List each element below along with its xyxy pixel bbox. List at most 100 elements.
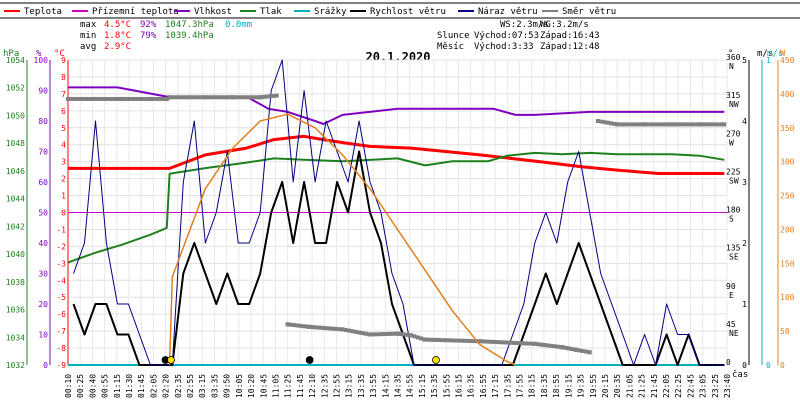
wind-direction-point	[170, 95, 175, 100]
wind-direction-point	[693, 122, 698, 127]
humidity-unit: %	[36, 49, 42, 59]
wind-direction-point	[374, 332, 379, 337]
wind-direction-point	[532, 341, 537, 346]
time-tick: 03:15	[198, 374, 207, 398]
wind-direction-point	[615, 122, 620, 127]
wind-direction-point	[381, 332, 386, 337]
wind-direction-point	[409, 333, 414, 338]
stat-min-label: min	[80, 31, 96, 41]
wind-direction-point	[253, 95, 258, 100]
time-tick: 18:55	[552, 374, 561, 398]
direction-tick: 45	[726, 320, 736, 329]
wind-direction-point	[347, 328, 352, 333]
wind-direction-point	[673, 122, 678, 127]
wind-direction-point	[659, 122, 664, 127]
wind-direction-point	[100, 96, 105, 101]
wind-direction-point	[645, 122, 650, 127]
wind-direction-point	[577, 348, 582, 353]
time-tick: 18:15	[528, 374, 537, 398]
wind-direction-point	[298, 323, 303, 328]
wind-direction-point	[371, 332, 376, 337]
time-unit: čas	[732, 369, 748, 380]
temp-tick: 5	[61, 124, 66, 133]
sunrise-time: Východ:07:53	[474, 31, 539, 41]
wind-direction-point	[560, 345, 565, 350]
time-tick: 23:40	[723, 374, 732, 398]
sunset-time: Západ:16:43	[540, 31, 600, 41]
wind-tick: 2	[742, 239, 747, 248]
time-tick: 00:40	[88, 374, 97, 398]
wind-direction-point	[402, 332, 407, 337]
wind-direction-point	[524, 341, 529, 346]
temp-tick: 6	[61, 107, 66, 116]
wind-direction-point	[103, 96, 108, 101]
wind-direction-point	[285, 322, 290, 327]
direction-label: SE	[729, 253, 739, 262]
wind-direction-point	[93, 96, 98, 101]
wind-direction-point	[618, 122, 623, 127]
stat-max-rain: 0.0mm	[225, 20, 252, 30]
temp-tick: -2	[56, 242, 66, 251]
wind-direction-point	[89, 96, 94, 101]
wind-direction-point	[387, 331, 392, 336]
pressure-tick: 1040	[6, 250, 25, 259]
pressure-tick: 1044	[6, 195, 25, 204]
humidity-tick: 100	[34, 56, 49, 65]
wind-direction-point	[268, 94, 273, 99]
wind-direction-point	[161, 96, 166, 101]
time-tick: 22:05	[662, 374, 671, 398]
wind-direction-point	[258, 95, 263, 100]
wind-direction-point	[120, 96, 125, 101]
wind-direction-point	[602, 120, 607, 125]
humidity-tick: 70	[38, 148, 48, 157]
humidity-tick: 0	[43, 361, 48, 370]
direction-unit: °	[728, 49, 733, 59]
humidity-tick: 40	[38, 239, 48, 248]
wind-direction-point	[116, 96, 121, 101]
time-tick: 10:05	[235, 374, 244, 398]
moonset-time: Západ:12:48	[540, 42, 600, 52]
temp-tick: -4	[56, 276, 66, 285]
temp-tick: -8	[56, 344, 66, 353]
wind-direction-point	[237, 95, 242, 100]
wind-direction-point	[250, 95, 255, 100]
wind-direction-point	[587, 350, 592, 355]
wind-direction-point	[264, 94, 269, 99]
wind-direction-point	[422, 337, 427, 342]
wind-direction-point	[343, 328, 348, 333]
marker-sunset	[432, 356, 440, 364]
time-tick: 19:35	[577, 374, 586, 398]
temp-tick: 8	[61, 73, 66, 82]
time-tick: 13:55	[369, 374, 378, 398]
time-tick: 21:45	[650, 374, 659, 398]
wind-direction-point	[500, 340, 505, 345]
wind-direction-point	[261, 94, 266, 99]
time-tick: 01:30	[125, 374, 134, 398]
time-tick: 03:35	[210, 374, 219, 398]
time-tick: 17:35	[503, 374, 512, 398]
wind-tick: 3	[742, 178, 747, 187]
wind-direction-point	[634, 122, 639, 127]
time-tick: 16:35	[467, 374, 476, 398]
wind-direction-point	[295, 323, 300, 328]
stat-avg-label: avg	[80, 42, 96, 52]
wind-direction-point	[555, 344, 560, 349]
solar-tick: 400	[780, 90, 795, 99]
wind-direction-point	[649, 122, 654, 127]
wind-direction-point	[200, 95, 205, 100]
wind-direction-point	[226, 95, 231, 100]
wind-direction-point	[292, 323, 297, 328]
wind-direction-point	[462, 338, 467, 343]
direction-label: NE	[729, 329, 739, 338]
humidity-tick: 10	[38, 331, 48, 340]
wind-direction-point	[113, 96, 118, 101]
wind-direction-point	[573, 347, 578, 352]
direction-tick: 135	[726, 244, 741, 253]
wind-direction-point	[679, 122, 684, 127]
wind-direction-point	[109, 96, 114, 101]
wind-direction-point	[580, 348, 585, 353]
time-tick: 15:55	[442, 374, 451, 398]
wind-direction-point	[197, 95, 202, 100]
wind-direction-point	[642, 122, 647, 127]
solar-tick: 250	[780, 192, 795, 201]
